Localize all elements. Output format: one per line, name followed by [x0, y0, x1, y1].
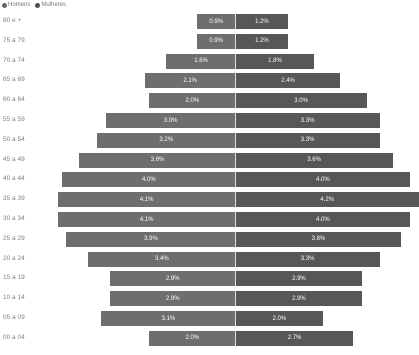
data-label-homens: 2.1% [183, 77, 197, 84]
bar-homens[interactable] [96, 132, 236, 148]
bar-homens[interactable] [166, 53, 236, 69]
data-label-homens: 3.6% [150, 157, 165, 164]
age-group-label: 10 a 14 [3, 294, 25, 302]
data-label-homens: 2.0% [185, 335, 200, 342]
bar-homens[interactable] [79, 152, 236, 168]
legend-item-1[interactable]: Mulheres [35, 2, 66, 8]
bar-mulheres[interactable] [236, 192, 419, 208]
data-label-mulheres: 1.2% [255, 38, 269, 45]
data-label-mulheres: 3.0% [294, 97, 308, 104]
bar-homens[interactable] [144, 73, 236, 89]
data-label-homens: 3.2% [159, 137, 174, 144]
legend-dot-icon [2, 2, 7, 8]
data-label-mulheres: 3.6% [307, 157, 321, 164]
data-label-mulheres: 4.2% [320, 196, 335, 203]
bar-mulheres[interactable] [236, 330, 354, 346]
bar-mulheres[interactable] [236, 212, 410, 227]
data-label-mulheres: 3.3% [300, 117, 315, 124]
age-group-label: 05 a 09 [3, 314, 25, 321]
data-label-mulheres: 2.9% [292, 275, 306, 282]
age-group-label: 30 a 34 [3, 215, 25, 222]
bar-mulheres[interactable] [236, 311, 323, 326]
legend-label: Homens [8, 2, 31, 8]
bar-homens[interactable] [109, 271, 236, 287]
bar-mulheres[interactable] [236, 291, 363, 307]
data-label-homens: 3.9% [144, 236, 158, 243]
bar-homens[interactable] [149, 93, 236, 109]
bar-mulheres[interactable] [236, 33, 289, 49]
data-label-homens: 3.1% [161, 315, 176, 322]
age-group-label: 70 a 74 [3, 56, 25, 64]
bar-homens[interactable] [62, 172, 236, 188]
bar-homens[interactable] [196, 14, 236, 29]
age-group-label: 25 a 29 [3, 234, 25, 242]
bar-mulheres[interactable] [236, 251, 380, 267]
data-label-mulheres: 2.0% [272, 315, 287, 322]
bar-homens[interactable] [105, 113, 236, 128]
data-label-mulheres: 2.7% [287, 335, 302, 342]
bar-homens[interactable] [66, 231, 236, 247]
age-group-label: 45 a 49 [3, 155, 25, 163]
bar-homens[interactable] [88, 251, 236, 267]
bar-mulheres[interactable] [236, 152, 393, 168]
age-group-label: 20 a 24 [3, 254, 25, 262]
data-label-homens: 2.0% [185, 97, 200, 104]
bar-mulheres[interactable] [236, 53, 315, 69]
data-label-mulheres: 2.9% [292, 295, 306, 302]
data-label-homens: 1.6% [194, 58, 208, 65]
age-group-label: 55 a 59 [3, 116, 25, 123]
legend-label: Mulheres [41, 2, 67, 8]
bar-mulheres[interactable] [236, 231, 402, 247]
legend-item-0[interactable]: Homens [2, 2, 30, 8]
data-label-mulheres: 3.3% [300, 256, 315, 263]
data-label-homens: 4.1% [139, 216, 154, 223]
bar-homens[interactable] [196, 33, 236, 49]
age-group-label: 40 a 44 [3, 175, 25, 183]
data-label-homens: 3.4% [155, 256, 169, 263]
chart-legend: Homens Mulheres [2, 0, 66, 10]
bar-homens[interactable] [57, 212, 236, 227]
bar-homens[interactable] [149, 330, 236, 346]
data-label-homens: 0.9% [209, 18, 224, 25]
data-label-mulheres: 1.2% [255, 18, 269, 25]
legend-dot-icon [35, 2, 41, 8]
age-group-label: 65 a 69 [3, 76, 25, 84]
age-group-label: 35 a 39 [3, 195, 25, 203]
data-label-mulheres: 3.8% [311, 236, 326, 243]
bar-homens[interactable] [109, 291, 236, 307]
bar-mulheres[interactable] [236, 73, 341, 89]
data-label-homens: 4.1% [139, 196, 154, 203]
age-group-label: 50 a 54 [3, 135, 25, 143]
age-group-label: 75 a 79 [3, 36, 25, 44]
bar-homens[interactable] [57, 192, 236, 208]
age-group-label: 00 a 04 [3, 333, 25, 341]
bar-mulheres[interactable] [236, 93, 367, 109]
data-label-homens: 2.9% [165, 295, 180, 302]
bar-mulheres[interactable] [236, 172, 410, 188]
bar-homens[interactable] [101, 311, 236, 326]
bar-mulheres[interactable] [236, 14, 289, 29]
bar-mulheres[interactable] [236, 132, 380, 148]
data-label-homens: 4.0% [142, 176, 156, 183]
age-group-label: 80 e + [3, 17, 22, 24]
data-label-mulheres: 2.4% [281, 77, 295, 84]
data-label-mulheres: 3.3% [300, 137, 315, 144]
data-label-homens: 3.0% [163, 117, 178, 124]
age-group-label: 15 a 19 [3, 274, 25, 282]
data-label-mulheres: 1.8% [268, 58, 282, 65]
bar-mulheres[interactable] [236, 113, 380, 128]
data-label-homens: 0.9% [209, 38, 224, 45]
data-label-homens: 2.9% [165, 275, 180, 282]
bar-mulheres[interactable] [236, 271, 363, 287]
age-group-label: 60 a 64 [3, 96, 25, 104]
data-label-mulheres: 4.0% [316, 176, 330, 183]
data-label-mulheres: 4.0% [316, 216, 330, 223]
